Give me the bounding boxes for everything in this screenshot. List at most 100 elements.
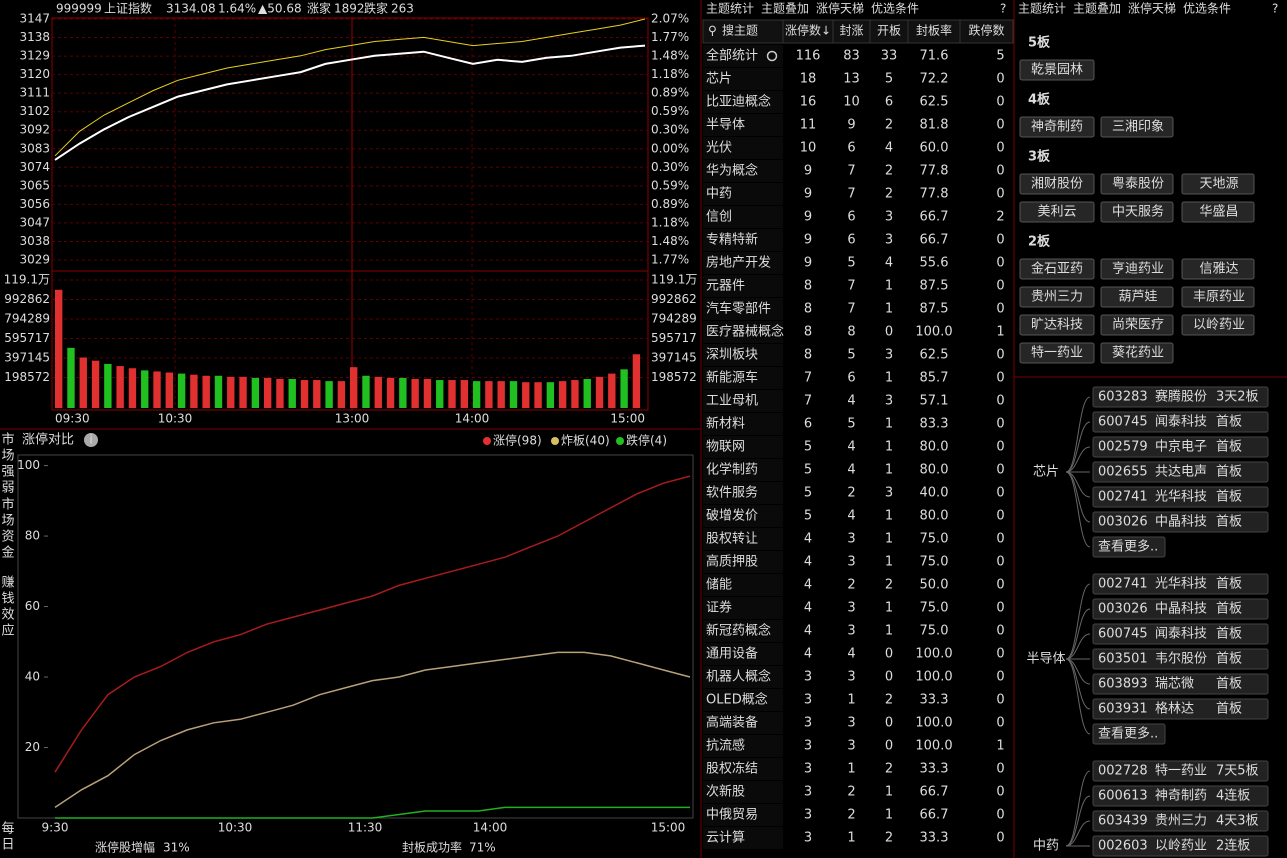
theme-name[interactable]: 新冠药概念 — [706, 623, 771, 639]
theme-name[interactable]: 中俄贸易 — [706, 808, 758, 823]
more-button[interactable] — [1092, 536, 1166, 558]
stock-button[interactable] — [1019, 258, 1095, 280]
side-tab[interactable]: 日 — [1, 838, 14, 853]
stock-button[interactable] — [1100, 342, 1174, 364]
tab[interactable]: 主题统计 — [1018, 2, 1066, 16]
theme-name[interactable]: 半导体 — [706, 118, 745, 133]
theme-name[interactable]: 云计算 — [706, 831, 745, 846]
theme-name[interactable]: 高质押股 — [706, 554, 758, 570]
theme-name[interactable]: 证券 — [706, 600, 732, 616]
theme-name[interactable]: 医疗器械概念 — [706, 324, 784, 340]
stock-button[interactable] — [1100, 314, 1174, 336]
theme-name[interactable]: 股权转让 — [706, 531, 758, 547]
stock-item[interactable] — [1092, 486, 1269, 508]
more-button[interactable] — [1092, 723, 1166, 745]
side-tab[interactable]: 场 — [1, 514, 14, 529]
stock-item[interactable] — [1092, 785, 1269, 807]
stock-button[interactable] — [1181, 286, 1255, 308]
side-tab[interactable]: 效 — [1, 608, 14, 623]
stock-item[interactable] — [1092, 386, 1269, 408]
theme-name[interactable]: 深圳板块 — [706, 348, 758, 363]
side-tab[interactable]: 金 — [1, 545, 14, 561]
stock-button[interactable] — [1019, 286, 1095, 308]
theme-name[interactable]: 化学制药 — [706, 462, 758, 478]
stock-button[interactable] — [1019, 314, 1095, 336]
side-tab[interactable]: 市 — [1, 432, 14, 448]
theme-name[interactable]: 抗流感 — [706, 738, 745, 754]
stock-item[interactable] — [1092, 835, 1269, 857]
column-header[interactable]: 涨停数↓ — [785, 23, 831, 38]
stock-button[interactable] — [1019, 116, 1095, 138]
stock-button[interactable] — [1100, 173, 1174, 195]
side-tab[interactable]: 赚 — [1, 575, 14, 591]
stock-item[interactable] — [1092, 573, 1269, 595]
tab[interactable]: 优选条件 — [871, 2, 919, 16]
side-tab[interactable]: 强 — [1, 465, 14, 480]
stock-button[interactable] — [1181, 258, 1255, 280]
side-tab[interactable]: 应 — [1, 623, 14, 639]
theme-name[interactable]: 股权冻结 — [706, 761, 758, 777]
side-tab[interactable]: 市 — [1, 497, 14, 513]
stock-item[interactable] — [1092, 698, 1269, 720]
search[interactable]: 搜主题 — [722, 23, 758, 38]
theme-name[interactable]: 房地产开发 — [706, 255, 771, 271]
theme-name[interactable]: 物联网 — [706, 440, 745, 455]
stock-button[interactable] — [1100, 286, 1174, 308]
tab[interactable]: 主题统计 — [706, 2, 754, 16]
stock-item[interactable] — [1092, 598, 1269, 620]
stock-button[interactable] — [1019, 173, 1095, 195]
stock-button[interactable] — [1100, 116, 1174, 138]
theme-name[interactable]: 储能 — [706, 578, 732, 593]
stock-item[interactable] — [1092, 461, 1269, 483]
side-tab[interactable]: 场 — [1, 449, 14, 464]
column-header[interactable]: 封涨 — [839, 23, 863, 38]
theme-name[interactable]: 通用设备 — [706, 646, 758, 662]
side-tab[interactable]: 每 — [1, 821, 14, 837]
stock-item[interactable] — [1092, 760, 1269, 782]
theme-name[interactable]: 芯片 — [706, 72, 732, 87]
stock-item[interactable] — [1092, 411, 1269, 433]
tab[interactable]: 主题叠加 — [761, 2, 809, 16]
theme-name[interactable]: 工业母机 — [706, 394, 758, 409]
stock-button[interactable] — [1100, 258, 1174, 280]
theme-name[interactable]: 软件服务 — [706, 485, 758, 501]
theme-name[interactable]: 比亚迪概念 — [706, 94, 771, 110]
tab[interactable]: 主题叠加 — [1073, 2, 1121, 16]
theme-name[interactable]: 全部统计 — [706, 48, 758, 64]
column-header[interactable]: 封板率 — [916, 23, 952, 38]
stock-item[interactable] — [1092, 623, 1269, 645]
stock-button[interactable] — [1181, 201, 1255, 223]
theme-name[interactable]: OLED概念 — [706, 692, 768, 708]
theme-name[interactable]: 光伏 — [706, 141, 732, 156]
theme-name[interactable]: 新材料 — [706, 416, 745, 432]
theme-name[interactable]: 汽车零部件 — [706, 301, 771, 317]
side-tab[interactable]: 钱 — [1, 592, 14, 607]
theme-name[interactable]: 元器件 — [706, 279, 745, 294]
theme-name[interactable]: 华为概念 — [706, 163, 758, 179]
column-header[interactable]: 跌停数 — [968, 23, 1004, 38]
theme-name[interactable]: 中药 — [706, 187, 732, 202]
stock-button[interactable] — [1019, 201, 1095, 223]
tab[interactable]: 涨停天梯 — [816, 1, 864, 16]
theme-name[interactable]: 破增发价 — [706, 508, 758, 524]
theme-name[interactable]: 机器人概念 — [706, 669, 771, 685]
stock-item[interactable] — [1092, 673, 1269, 695]
stock-button[interactable] — [1019, 59, 1095, 81]
stock-button[interactable] — [1181, 173, 1255, 195]
side-tab[interactable]: 弱 — [1, 481, 14, 496]
tab[interactable]: 优选条件 — [1183, 2, 1231, 16]
stock-item[interactable] — [1092, 810, 1269, 832]
stock-item[interactable] — [1092, 648, 1269, 670]
tab[interactable]: 涨停天梯 — [1128, 1, 1176, 16]
theme-name[interactable]: 专精特新 — [706, 232, 758, 248]
theme-name[interactable]: 信创 — [706, 210, 732, 225]
side-tab[interactable]: 资 — [1, 530, 14, 545]
stock-button[interactable] — [1100, 201, 1174, 223]
stock-item[interactable] — [1092, 436, 1269, 458]
theme-name[interactable]: 高端装备 — [706, 715, 758, 731]
theme-name[interactable]: 次新股 — [706, 784, 745, 800]
stock-button[interactable] — [1019, 342, 1095, 364]
stock-item[interactable] — [1092, 511, 1269, 533]
theme-name[interactable]: 新能源车 — [706, 370, 758, 386]
column-header[interactable]: 开板 — [877, 24, 901, 38]
